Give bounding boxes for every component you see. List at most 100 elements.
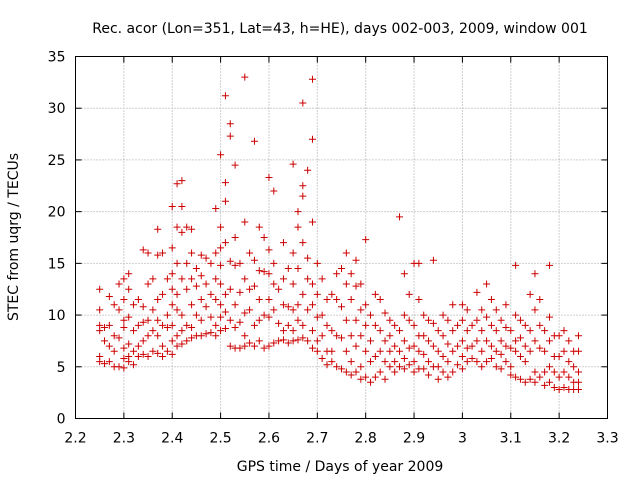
data-point — [410, 358, 418, 366]
grid-lines — [75, 56, 608, 419]
data-point — [313, 347, 321, 355]
data-point — [279, 239, 287, 247]
data-point — [555, 373, 563, 381]
y-axis-label: STEC from uqrg / TECUs — [6, 153, 22, 321]
data-point — [250, 282, 258, 290]
data-point — [226, 342, 234, 350]
data-point — [454, 321, 462, 329]
data-point — [275, 319, 283, 327]
data-point — [236, 288, 244, 296]
data-point — [473, 337, 481, 345]
data-point — [255, 316, 263, 324]
data-point — [144, 280, 152, 288]
data-point — [250, 256, 258, 264]
data-point — [338, 334, 345, 342]
data-point — [183, 259, 191, 267]
data-point — [173, 259, 181, 267]
data-point — [560, 383, 568, 391]
data-point — [415, 259, 423, 267]
data-point — [192, 282, 200, 290]
data-point — [497, 316, 505, 324]
data-point — [255, 337, 263, 345]
data-point — [458, 337, 466, 345]
data-point — [405, 361, 413, 369]
data-point — [318, 332, 326, 340]
data-point — [376, 296, 384, 304]
data-point — [149, 347, 157, 355]
data-point — [425, 358, 433, 366]
data-point — [313, 290, 321, 298]
data-point — [541, 368, 549, 376]
data-point — [168, 244, 176, 252]
data-point — [154, 296, 162, 304]
data-point — [478, 327, 486, 335]
data-point — [178, 177, 186, 185]
data-point — [279, 336, 287, 344]
data-point — [231, 261, 239, 269]
data-point — [289, 249, 297, 257]
data-point — [96, 306, 104, 314]
data-point — [183, 285, 191, 293]
data-point — [425, 337, 433, 345]
data-point — [439, 332, 447, 340]
data-point — [110, 332, 118, 340]
data-point — [226, 285, 234, 293]
data-point — [323, 361, 331, 369]
data-point — [338, 365, 345, 373]
data-point — [168, 202, 176, 210]
data-point — [352, 282, 360, 290]
data-point — [299, 334, 307, 342]
data-point — [555, 332, 563, 340]
data-point — [391, 368, 399, 376]
data-point — [444, 340, 452, 348]
data-point — [188, 301, 196, 309]
x-tick-label: 3 — [458, 431, 467, 447]
data-point — [396, 327, 404, 335]
data-point — [342, 316, 350, 324]
data-point — [275, 337, 283, 345]
data-point — [105, 342, 113, 350]
data-point — [236, 259, 244, 267]
data-point — [362, 236, 370, 244]
data-point — [478, 347, 486, 355]
data-point — [308, 135, 316, 143]
data-point — [386, 316, 394, 324]
data-point — [405, 316, 413, 324]
data-point — [333, 296, 341, 304]
data-point — [463, 358, 471, 366]
data-point — [260, 344, 268, 352]
data-point — [154, 316, 162, 324]
data-point — [159, 249, 167, 257]
data-point — [304, 337, 312, 345]
data-point — [541, 381, 549, 389]
data-point — [188, 275, 196, 283]
plot-frame — [75, 56, 608, 419]
data-point — [541, 327, 549, 335]
data-point — [492, 306, 500, 314]
data-point — [313, 313, 321, 321]
data-point — [308, 344, 316, 352]
data-point — [386, 347, 394, 355]
data-point — [299, 182, 307, 190]
data-point — [449, 368, 457, 376]
data-point — [536, 344, 544, 352]
data-point — [507, 344, 515, 352]
data-point — [192, 265, 200, 273]
data-point — [342, 368, 350, 376]
y-tick-label: 20 — [48, 205, 66, 221]
data-point — [246, 306, 254, 314]
data-point — [333, 332, 341, 340]
data-point — [212, 205, 220, 213]
data-point — [400, 270, 408, 278]
data-point — [246, 249, 254, 257]
data-point — [289, 327, 297, 335]
data-point — [497, 365, 505, 373]
data-point — [425, 371, 433, 379]
data-point — [96, 285, 104, 293]
data-point — [449, 301, 457, 309]
data-point — [241, 275, 249, 283]
data-point — [357, 363, 365, 371]
data-point — [125, 313, 133, 321]
data-point — [536, 321, 544, 329]
